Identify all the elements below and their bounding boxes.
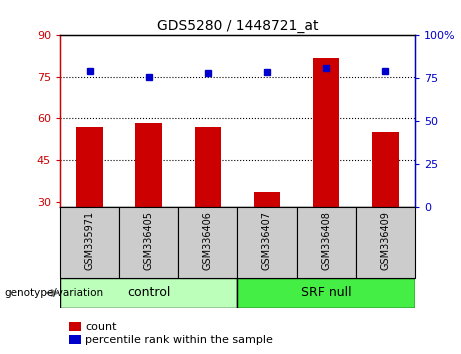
Text: GSM335971: GSM335971 [84, 211, 95, 270]
Bar [195, 127, 221, 207]
Bar [60, 207, 119, 278]
Bar [254, 192, 280, 207]
Text: count: count [85, 322, 117, 332]
Bar [237, 207, 296, 278]
Bar [237, 278, 415, 308]
Bar [76, 127, 103, 207]
Text: GSM336405: GSM336405 [144, 211, 154, 270]
Bar [372, 132, 399, 207]
Text: SRF null: SRF null [301, 286, 351, 299]
Text: GSM336409: GSM336409 [380, 211, 390, 269]
Text: percentile rank within the sample: percentile rank within the sample [85, 335, 273, 345]
Bar [119, 207, 178, 278]
Text: GSM336407: GSM336407 [262, 211, 272, 270]
Bar [178, 207, 237, 278]
Bar [356, 207, 415, 278]
Bar [313, 58, 339, 207]
Text: genotype/variation: genotype/variation [5, 288, 104, 298]
Title: GDS5280 / 1448721_at: GDS5280 / 1448721_at [157, 19, 318, 33]
Bar [296, 207, 356, 278]
Bar [69, 335, 81, 344]
Bar [69, 322, 81, 331]
Bar [136, 122, 162, 207]
Text: GSM336406: GSM336406 [203, 211, 213, 269]
Text: control: control [127, 286, 171, 299]
Bar [60, 278, 237, 308]
Text: GSM336408: GSM336408 [321, 211, 331, 269]
